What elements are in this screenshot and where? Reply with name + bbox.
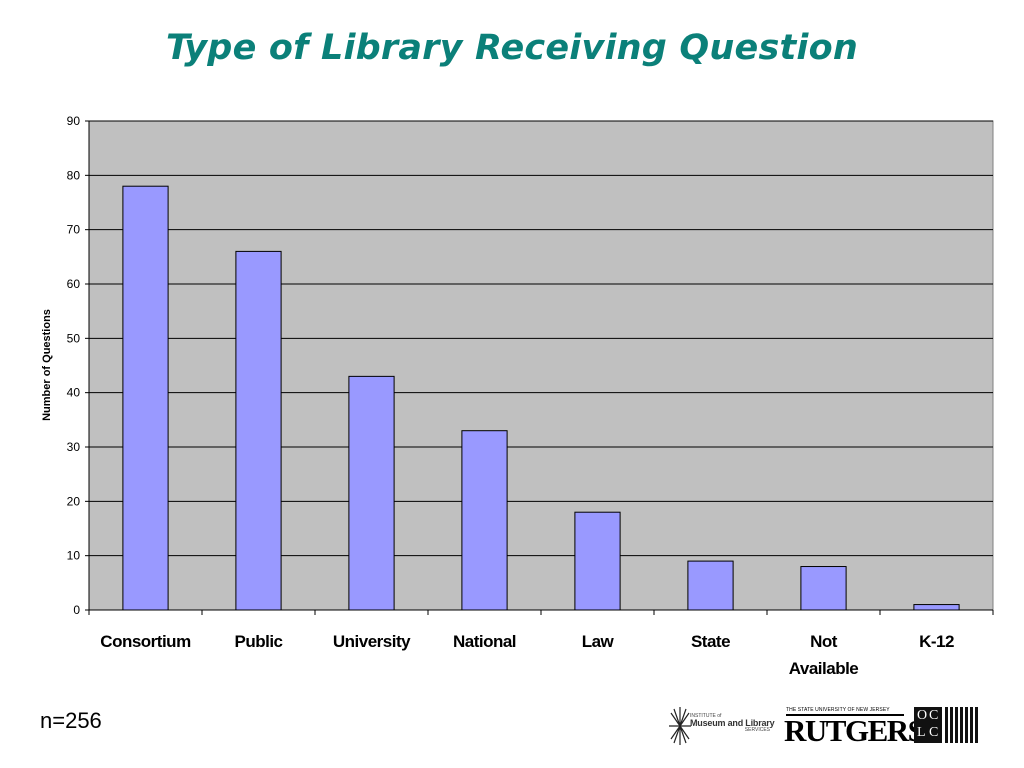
y-tick-label: 50 (67, 331, 81, 345)
sponsor-logos: INSTITUTE of Museum and Library SERVICES… (668, 703, 980, 749)
oclc-letter: L (917, 725, 926, 740)
bar (687, 560, 734, 611)
slide-title: Type of Library Receiving Question (166, 28, 858, 68)
bar (913, 604, 960, 611)
y-tick-label: 60 (67, 277, 81, 291)
oclc-logo: O C L C (914, 703, 980, 749)
bar (348, 375, 395, 611)
y-ticks: 0 10 20 30 40 50 60 70 80 90 (67, 114, 89, 617)
y-tick-label: 20 (67, 494, 81, 508)
y-tick-label: 30 (67, 440, 81, 454)
x-tick-label: Public (234, 632, 282, 651)
sample-size-note: n=256 (40, 708, 102, 733)
y-tick-label: 80 (67, 168, 81, 182)
oclc-letter-box: O C L C (914, 707, 942, 743)
imls-logo: INSTITUTE of Museum and Library SERVICES (668, 703, 775, 749)
x-tick-label: University (333, 632, 411, 651)
barcode-stripes-icon (945, 707, 979, 743)
y-tick-label: 40 (67, 386, 81, 400)
y-tick-label: 90 (67, 114, 81, 128)
plot-area (88, 120, 994, 611)
bar (122, 185, 169, 611)
bar (461, 430, 508, 611)
rutgers-wordmark: RUTGERS (784, 713, 925, 748)
bar-chart: 0 10 20 30 40 50 60 70 80 90 Consortium Public Univ… (41, 114, 994, 678)
bar (800, 566, 847, 611)
y-tick-label: 70 (67, 223, 81, 237)
x-tick-label: Law (582, 632, 615, 651)
bars (122, 185, 960, 611)
rutgers-tagline: THE STATE UNIVERSITY OF NEW JERSEY (786, 707, 890, 713)
x-tick-label: K-12 (919, 632, 954, 651)
bar (574, 511, 621, 611)
rutgers-rule (786, 714, 904, 716)
imls-line3: SERVICES (744, 727, 770, 733)
imls-line2: Museum and Library (690, 718, 775, 728)
x-tick-label: Not (810, 632, 838, 651)
x-ticks: Consortium Public University National Law Sta… (88, 610, 994, 678)
oclc-letter: C (929, 725, 939, 740)
x-tick-label: Available (789, 659, 859, 678)
bar (235, 250, 282, 611)
x-tick-label: Consortium (100, 632, 191, 651)
rutgers-logo: THE STATE UNIVERSITY OF NEW JERSEY RUTGE… (784, 703, 925, 749)
y-tick-label: 0 (73, 603, 80, 617)
x-tick-label: State (691, 632, 730, 651)
imls-line1: INSTITUTE of (690, 713, 722, 719)
y-axis-label: Number of Questions (41, 309, 53, 421)
oclc-letter: O (917, 708, 928, 723)
y-tick-label: 10 (67, 549, 81, 563)
x-tick-label: National (453, 632, 516, 651)
oclc-letter: C (929, 708, 939, 723)
starburst-icon (669, 707, 691, 745)
